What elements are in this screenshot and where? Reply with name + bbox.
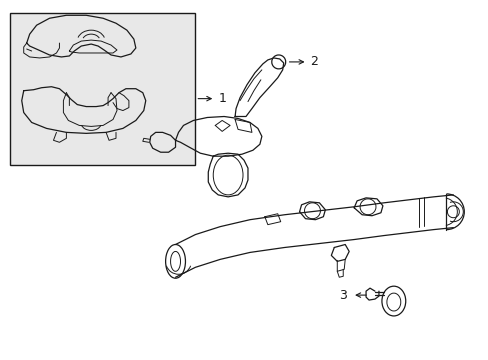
Text: 3: 3: [339, 289, 346, 302]
Text: 1: 1: [218, 92, 225, 105]
Text: 2: 2: [310, 55, 318, 68]
Bar: [10, 13, 195, 165]
